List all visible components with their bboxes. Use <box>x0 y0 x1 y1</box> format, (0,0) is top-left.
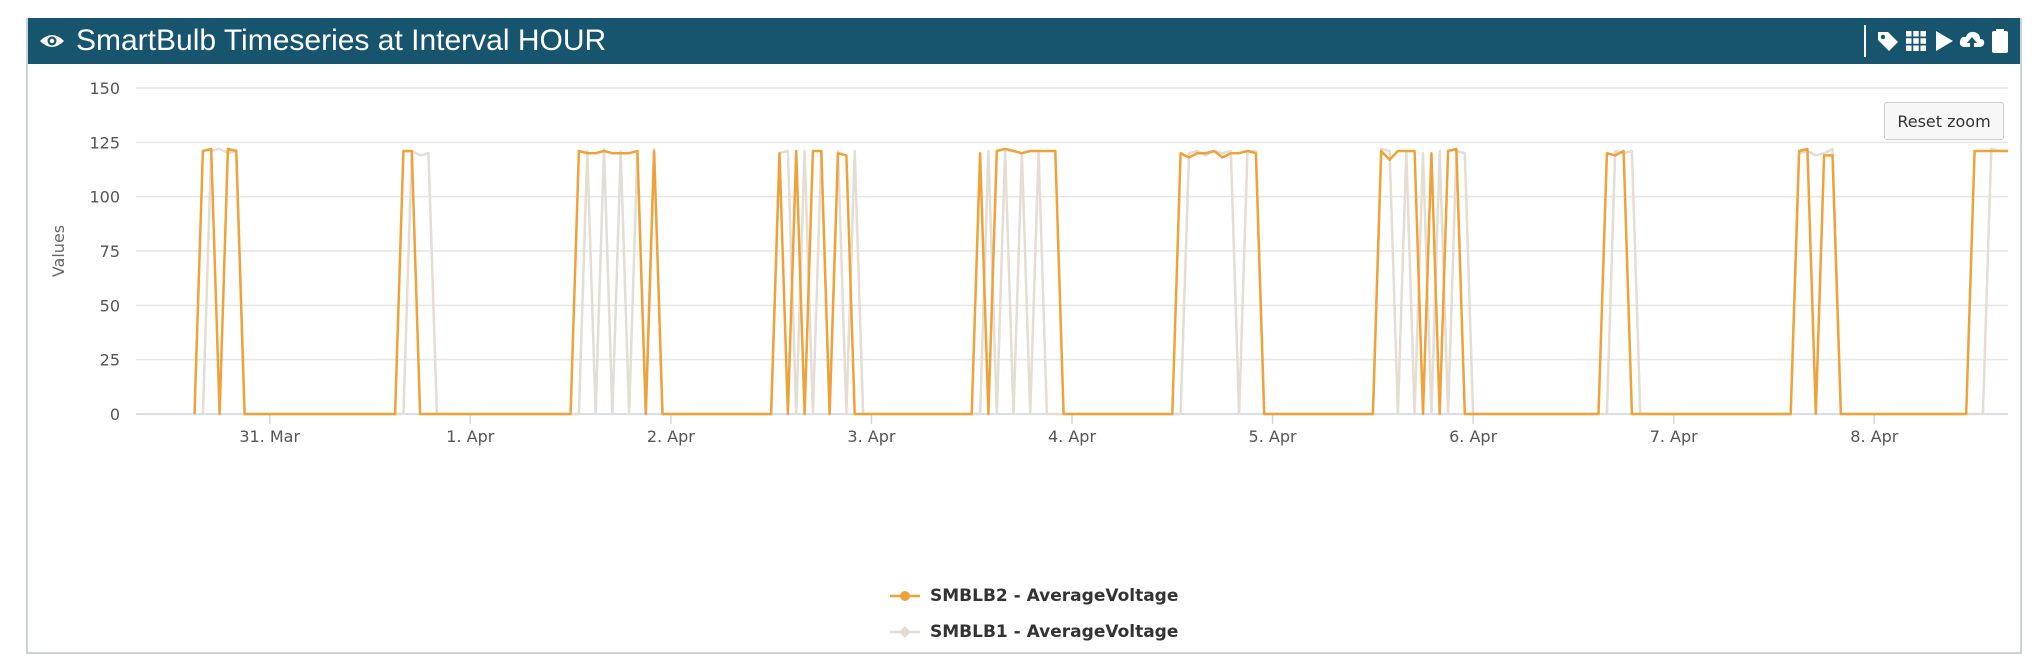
x-tick-label: 3. Apr <box>847 427 895 446</box>
x-tick-label: 4. Apr <box>1048 427 1096 446</box>
y-tick-label: 50 <box>100 296 120 315</box>
grid-icon[interactable] <box>1902 24 1930 58</box>
tag-icon[interactable] <box>1874 24 1902 58</box>
line-chart: 0 25 50 75 100 125 150 31. Mar 1. Apr 2. Apr 3. Ap… <box>49 79 2008 446</box>
x-tick-label: 1. Apr <box>446 427 494 446</box>
x-tick-label: 6. Apr <box>1449 427 1497 446</box>
y-tick-label: 150 <box>89 79 120 98</box>
y-tick-label: 25 <box>100 351 120 370</box>
y-tick-label: 125 <box>89 133 120 152</box>
series-line-0 <box>193 147 2008 416</box>
clipboard-icon[interactable] <box>1986 24 2014 58</box>
y-tick-label: 100 <box>89 188 120 207</box>
toolbar-divider <box>1864 25 1866 57</box>
cloud-upload-icon[interactable] <box>1958 24 1986 58</box>
panel-toolbar <box>1864 18 2020 64</box>
legend-diamond-marker-icon <box>890 626 920 638</box>
chart-legend: SMBLB2 - AverageVoltage SMBLB1 - AverageV… <box>890 578 1178 650</box>
eye-icon[interactable] <box>32 18 72 64</box>
x-tick-label: 31. Mar <box>239 427 300 446</box>
series-line-1 <box>201 147 2008 416</box>
legend-circle-marker-icon <box>890 591 920 601</box>
y-axis-title: Values <box>49 225 68 277</box>
x-tick-label: 5. Apr <box>1249 427 1297 446</box>
legend-item[interactable]: SMBLB1 - AverageVoltage <box>890 614 1178 650</box>
reset-zoom-button[interactable]: Reset zoom <box>1884 102 2004 140</box>
x-tick-label: 7. Apr <box>1650 427 1698 446</box>
chart-panel: SmartBulb Timeseries at Interval HOUR <box>26 18 2022 654</box>
legend-item[interactable]: SMBLB2 - AverageVoltage <box>890 578 1178 614</box>
panel-header: SmartBulb Timeseries at Interval HOUR <box>28 18 2020 64</box>
y-tick-label: 0 <box>110 405 120 424</box>
legend-label: SMBLB2 - AverageVoltage <box>930 586 1179 606</box>
panel-title: SmartBulb Timeseries at Interval HOUR <box>76 24 607 57</box>
legend-label: SMBLB1 - AverageVoltage <box>930 622 1179 642</box>
x-tick-label: 8. Apr <box>1850 427 1898 446</box>
x-tick-label: 2. Apr <box>647 427 695 446</box>
y-tick-label: 75 <box>100 242 120 261</box>
play-icon[interactable] <box>1930 24 1958 58</box>
